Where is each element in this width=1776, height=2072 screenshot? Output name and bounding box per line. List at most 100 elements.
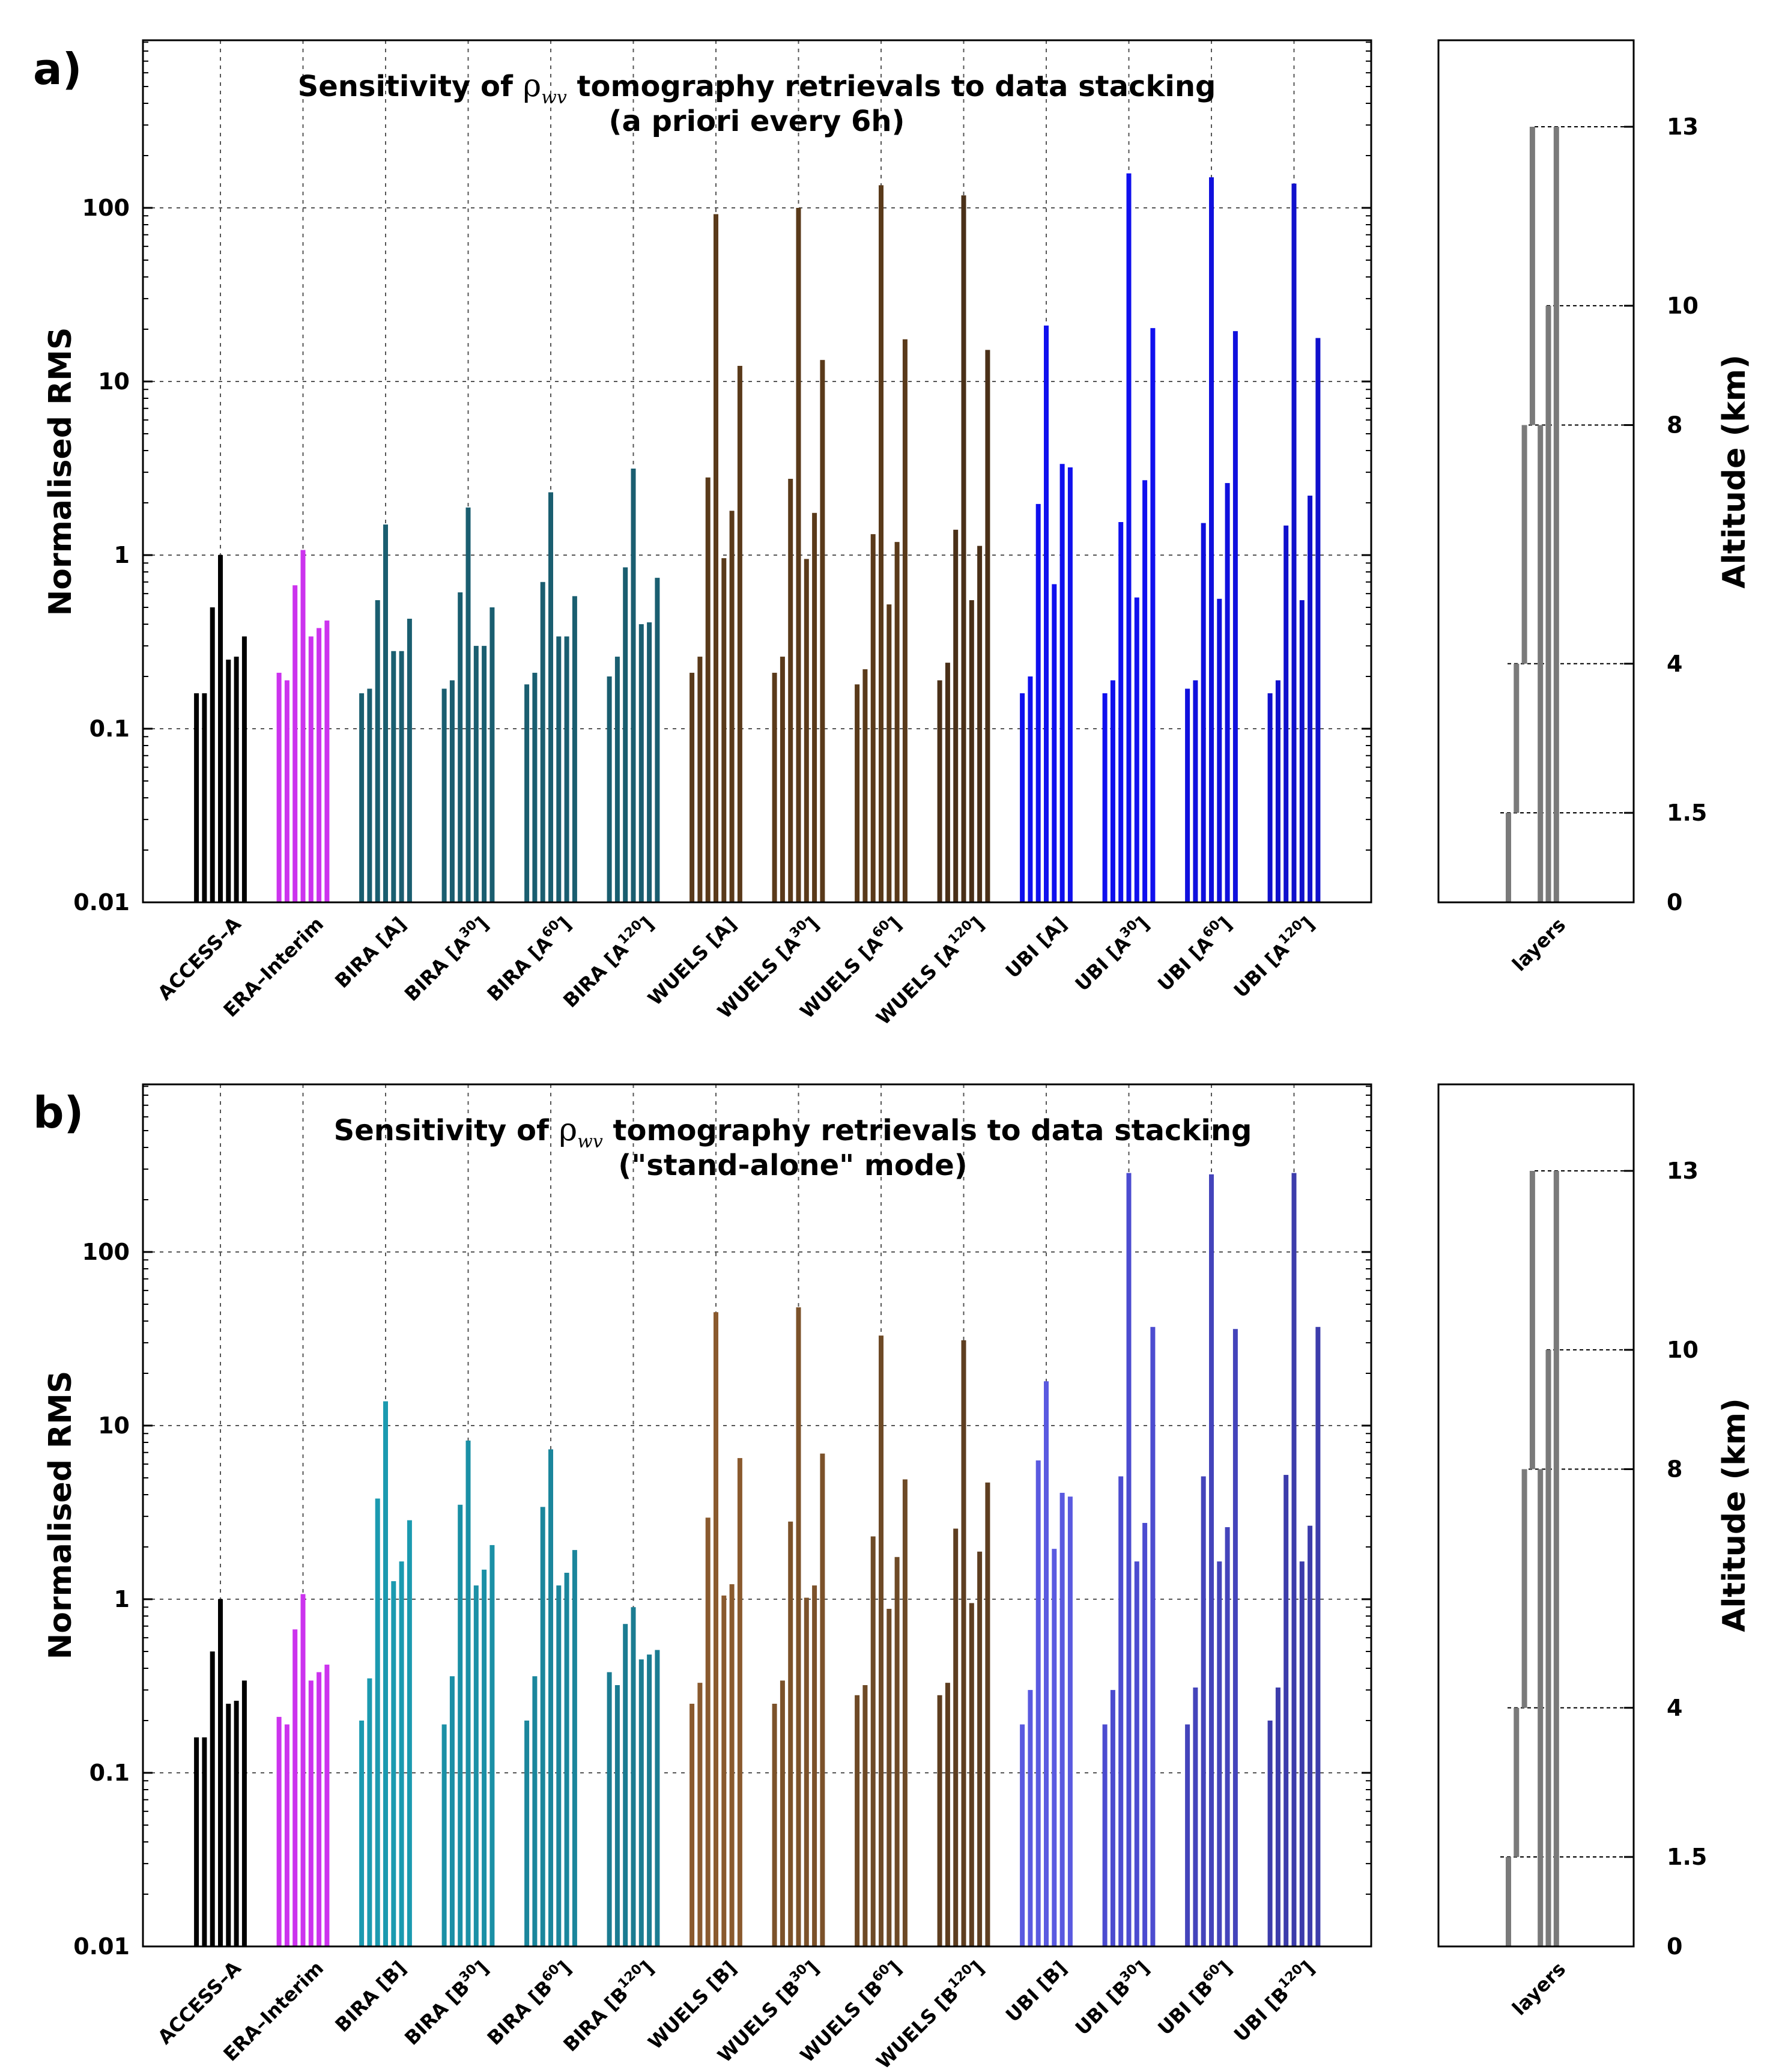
bar (1291, 183, 1297, 902)
bar (284, 680, 289, 902)
bar (482, 646, 487, 902)
bar (862, 1685, 868, 1946)
bar (689, 1703, 695, 1946)
bar (945, 663, 950, 902)
bar (564, 1572, 569, 1946)
category-label: ACCESS–A (153, 1957, 246, 2049)
bar (1232, 331, 1238, 902)
bar (1284, 525, 1289, 902)
altitude-tick-label: 4 (1667, 1695, 1682, 1721)
bar (482, 1569, 487, 1946)
y-axis-title-b: Normalised RMS (43, 1371, 79, 1660)
bar (737, 366, 742, 902)
layer-bar (1529, 1170, 1535, 1469)
bar (631, 1607, 636, 1946)
bar (359, 1721, 365, 1946)
bar (796, 1307, 801, 1946)
bar (1028, 1690, 1033, 1946)
bar (1020, 693, 1025, 902)
bar (524, 684, 530, 902)
bar (218, 555, 223, 902)
bar (969, 1603, 974, 1946)
altitude-tick-label: 8 (1667, 1456, 1682, 1483)
bar (399, 651, 404, 902)
bar (647, 1654, 652, 1946)
altitude-tick-label: 8 (1667, 412, 1682, 439)
layer-bar (1538, 1469, 1544, 1946)
bar (1217, 598, 1222, 902)
bar (1059, 464, 1065, 902)
category-label: UBI [A120] (1228, 911, 1320, 1003)
title-b-line1: Sensitivity of ρwv tomography retrievals… (334, 1112, 1252, 1152)
layer-bar (1553, 1170, 1559, 1946)
layer-bar (1545, 305, 1551, 902)
bar (241, 1680, 247, 1946)
panel-label-b: b) (33, 1087, 83, 1138)
bar (556, 1585, 562, 1946)
bar (407, 618, 412, 902)
bar (449, 680, 455, 902)
bar (407, 1520, 412, 1946)
bar (1291, 1173, 1297, 1946)
bar (1118, 1476, 1124, 1946)
bar (458, 592, 463, 902)
bar (194, 693, 199, 902)
bar (879, 1335, 883, 1946)
bar (234, 1701, 239, 1946)
altitude-tick-label: 1.5 (1667, 800, 1707, 826)
category-label: BIRA [B60] (482, 1955, 576, 2050)
bar (1110, 680, 1115, 902)
altitude-tick-label: 10 (1667, 293, 1699, 319)
bar (1315, 338, 1321, 902)
category-label: BIRA [A30] (399, 911, 493, 1006)
altitude-ticks-a: 0 1.5 4 8 10 13 (1624, 114, 1707, 916)
layer-bar (1529, 126, 1535, 425)
title-b-line2: ("stand-alone" mode) (618, 1149, 967, 1182)
bar (655, 1650, 660, 1946)
bar (1020, 1724, 1025, 1946)
panel-label-a: a) (33, 44, 82, 94)
bar (1267, 693, 1273, 902)
bar (812, 512, 817, 902)
bar (1275, 680, 1280, 902)
altitude-tick-label: 1.5 (1667, 1844, 1707, 1870)
bar (721, 558, 727, 902)
bar (1185, 1724, 1190, 1946)
altitude-axis-title-b: Altitude (km) (1717, 1398, 1753, 1632)
bar (399, 1561, 404, 1946)
bars-a (194, 173, 1321, 903)
y-tick-label: 1 (114, 1586, 130, 1612)
bar (804, 1597, 809, 1946)
category-label: UBI [B120] (1228, 1955, 1319, 2046)
bar (879, 185, 883, 903)
bar (1201, 1476, 1206, 1946)
bar (977, 545, 983, 902)
bar (391, 1581, 396, 1946)
bar (1126, 173, 1132, 902)
altitude-ticks-b: 0 1.5 4 8 10 13 (1624, 1158, 1707, 1960)
bar (788, 1521, 793, 1946)
bar (961, 195, 966, 903)
bar (804, 559, 809, 902)
bar (820, 360, 825, 902)
bar (202, 693, 207, 902)
bar (383, 1401, 388, 1946)
bar (812, 1585, 817, 1946)
bar (449, 1676, 455, 1946)
bar (788, 479, 793, 902)
y-tick-label: 100 (82, 195, 130, 221)
bar (473, 1585, 479, 1946)
layer-bar (1506, 813, 1511, 902)
layer-bar (1521, 1469, 1527, 1708)
bar (1209, 177, 1214, 902)
bar (796, 208, 801, 902)
bar (647, 622, 652, 902)
bar (1028, 676, 1033, 902)
bar (1044, 325, 1049, 902)
altitude-tick-label: 13 (1667, 1158, 1699, 1184)
bar (210, 607, 215, 902)
bar (689, 672, 695, 902)
bar (548, 492, 553, 902)
